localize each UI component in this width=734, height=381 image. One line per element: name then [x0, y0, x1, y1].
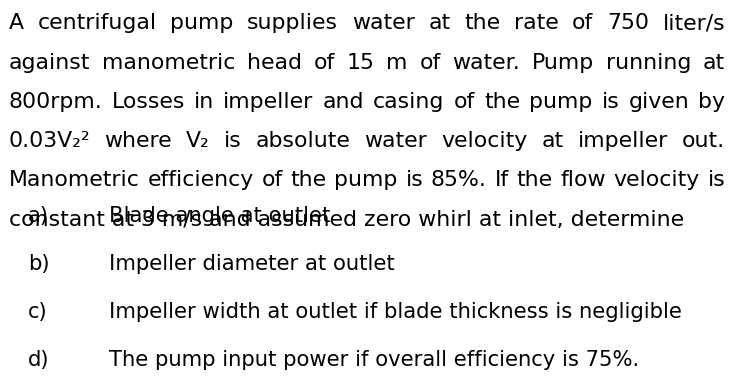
- Text: Blade angle at outlet: Blade angle at outlet: [109, 206, 330, 226]
- Text: 800rpm.: 800rpm.: [9, 92, 103, 112]
- Text: of: of: [572, 13, 593, 33]
- Text: of: of: [420, 53, 440, 72]
- Text: of: of: [261, 170, 283, 190]
- Text: Losses: Losses: [112, 92, 185, 112]
- Text: supplies: supplies: [247, 13, 338, 33]
- Text: constant at 3 m/s and assumed zero whirl at inlet, determine: constant at 3 m/s and assumed zero whirl…: [9, 210, 684, 229]
- Text: of: of: [313, 53, 335, 72]
- Text: If: If: [495, 170, 509, 190]
- Text: Pump: Pump: [532, 53, 595, 72]
- Text: 85%.: 85%.: [431, 170, 487, 190]
- Text: the: the: [464, 13, 500, 33]
- Text: against: against: [9, 53, 90, 72]
- Text: velocity: velocity: [614, 170, 700, 190]
- Text: a): a): [28, 206, 49, 226]
- Text: b): b): [28, 254, 49, 274]
- Text: of: of: [454, 92, 475, 112]
- Text: casing: casing: [373, 92, 445, 112]
- Text: m: m: [386, 53, 408, 72]
- Text: A: A: [9, 13, 23, 33]
- Text: is: is: [602, 92, 619, 112]
- Text: impeller: impeller: [223, 92, 313, 112]
- Text: is: is: [708, 170, 725, 190]
- Text: c): c): [28, 302, 48, 322]
- Text: impeller: impeller: [578, 131, 668, 151]
- Text: d): d): [28, 350, 49, 370]
- Text: given: given: [628, 92, 689, 112]
- Text: flow: flow: [560, 170, 606, 190]
- Text: 15: 15: [346, 53, 374, 72]
- Text: 0.03V₂²: 0.03V₂²: [9, 131, 90, 151]
- Text: manometric: manometric: [102, 53, 236, 72]
- Text: pump: pump: [334, 170, 398, 190]
- Text: the: the: [291, 170, 327, 190]
- Text: out.: out.: [682, 131, 725, 151]
- Text: in: in: [194, 92, 214, 112]
- Text: head: head: [247, 53, 302, 72]
- Text: running: running: [606, 53, 691, 72]
- Text: water.: water.: [452, 53, 520, 72]
- Text: at: at: [542, 131, 564, 151]
- Text: absolute: absolute: [255, 131, 351, 151]
- Text: The pump input power if overall efficiency is 75%.: The pump input power if overall efficien…: [109, 350, 639, 370]
- Text: and: and: [323, 92, 364, 112]
- Text: water: water: [352, 13, 415, 33]
- Text: efficiency: efficiency: [148, 170, 254, 190]
- Text: rate: rate: [514, 13, 559, 33]
- Text: V₂: V₂: [186, 131, 210, 151]
- Text: water: water: [365, 131, 427, 151]
- Text: is: is: [224, 131, 241, 151]
- Text: pump: pump: [529, 92, 592, 112]
- Text: by: by: [698, 92, 725, 112]
- Text: Manometric: Manometric: [9, 170, 139, 190]
- Text: the: the: [516, 170, 553, 190]
- Text: centrifugal: centrifugal: [37, 13, 156, 33]
- Text: the: the: [484, 92, 520, 112]
- Text: at: at: [703, 53, 725, 72]
- Text: is: is: [405, 170, 423, 190]
- Text: liter/s: liter/s: [663, 13, 725, 33]
- Text: Impeller diameter at outlet: Impeller diameter at outlet: [109, 254, 394, 274]
- Text: velocity: velocity: [441, 131, 528, 151]
- Text: where: where: [104, 131, 172, 151]
- Text: Impeller width at outlet if blade thickness is negligible: Impeller width at outlet if blade thickn…: [109, 302, 681, 322]
- Text: 750: 750: [607, 13, 649, 33]
- Text: pump: pump: [170, 13, 233, 33]
- Text: at: at: [428, 13, 451, 33]
